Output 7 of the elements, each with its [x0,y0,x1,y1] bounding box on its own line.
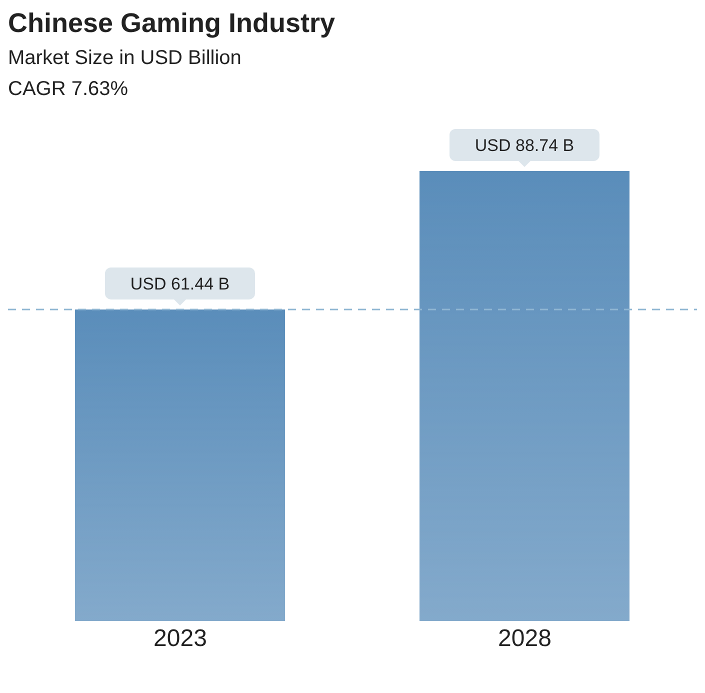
text: CAGR 7.63% [8,78,130,101]
chart-subtitle: Market Size in USD Billion [8,47,242,70]
x-tick-label: 2023 [154,625,207,652]
data-label: USD 61.44 B [130,274,230,294]
x-tick-label: 2028 [498,625,552,652]
data-label: USD 88.74 B [474,136,574,155]
chart-title: Chinese Gaming Industry [8,8,336,39]
